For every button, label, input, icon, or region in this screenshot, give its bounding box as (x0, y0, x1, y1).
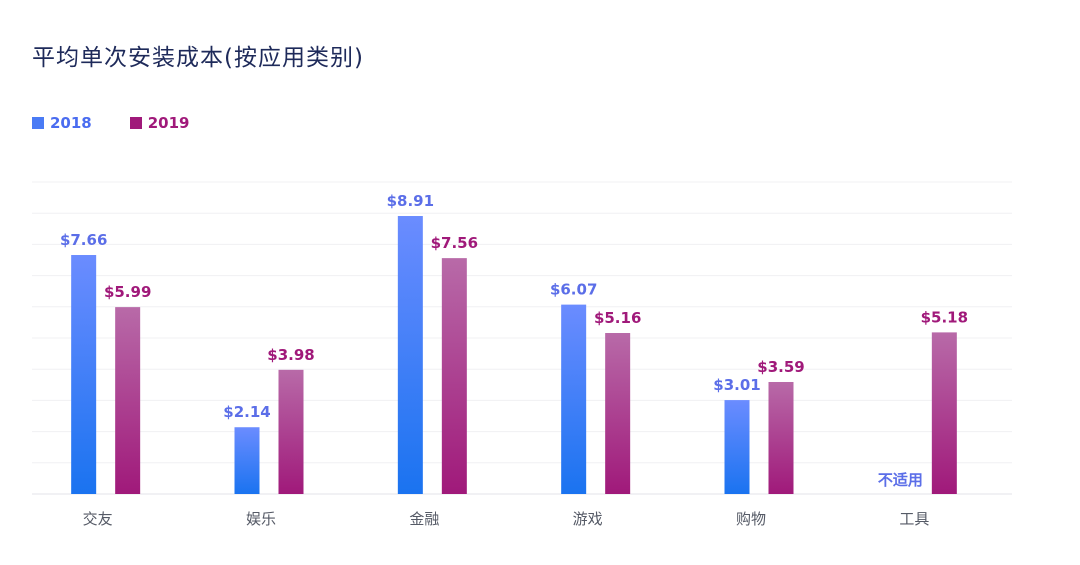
bar-2018-0 (71, 255, 97, 494)
legend-label-2018: 2018 (50, 114, 92, 132)
data-label-2018-3: $6.07 (550, 281, 597, 299)
x-tick-label: 工具 (899, 510, 929, 528)
bar-2018-3 (561, 304, 587, 494)
x-tick-label: 购物 (736, 510, 766, 528)
data-label-2018-1: $2.14 (223, 403, 270, 421)
data-label-2019-1: $3.98 (267, 346, 314, 364)
legend: 2018 2019 (32, 114, 190, 132)
data-label-2018-4: $3.01 (713, 376, 760, 394)
bar-2019-5 (931, 332, 957, 494)
bar-2019-1 (278, 369, 304, 494)
data-label-2019-3: $5.16 (594, 309, 641, 327)
bar-2019-4 (768, 381, 794, 494)
data-label-2019-2: $7.56 (431, 234, 478, 252)
bar-2019-3 (605, 333, 631, 494)
bar-2019-0 (115, 307, 141, 494)
legend-swatch-2019 (129, 117, 142, 129)
x-tick-label: 金融 (409, 510, 439, 528)
data-label-2019-5: $5.18 (921, 308, 968, 326)
legend-label-2019: 2019 (147, 114, 190, 132)
bar-2018-4 (724, 400, 750, 494)
x-tick-label: 娱乐 (246, 510, 276, 528)
data-label-2019-0: $5.99 (104, 283, 151, 301)
data-label-2018-0: $7.66 (60, 231, 107, 249)
legend-swatch-2018 (32, 117, 44, 129)
chart-title: 平均单次安装成本(按应用类别) (32, 45, 364, 71)
bar-2019-2 (441, 258, 467, 494)
legend-item-2018: 2018 (32, 114, 92, 132)
data-label-2018-2: $8.91 (387, 192, 434, 210)
data-label-2019-4: $3.59 (757, 358, 804, 376)
x-tick-label: 交友 (83, 510, 113, 528)
data-label-2018-5: 不适用 (878, 471, 923, 489)
legend-item-2019: 2019 (129, 114, 190, 132)
bar-2018-1 (234, 427, 260, 494)
x-tick-label: 游戏 (573, 510, 603, 528)
bar-2018-2 (397, 216, 423, 494)
